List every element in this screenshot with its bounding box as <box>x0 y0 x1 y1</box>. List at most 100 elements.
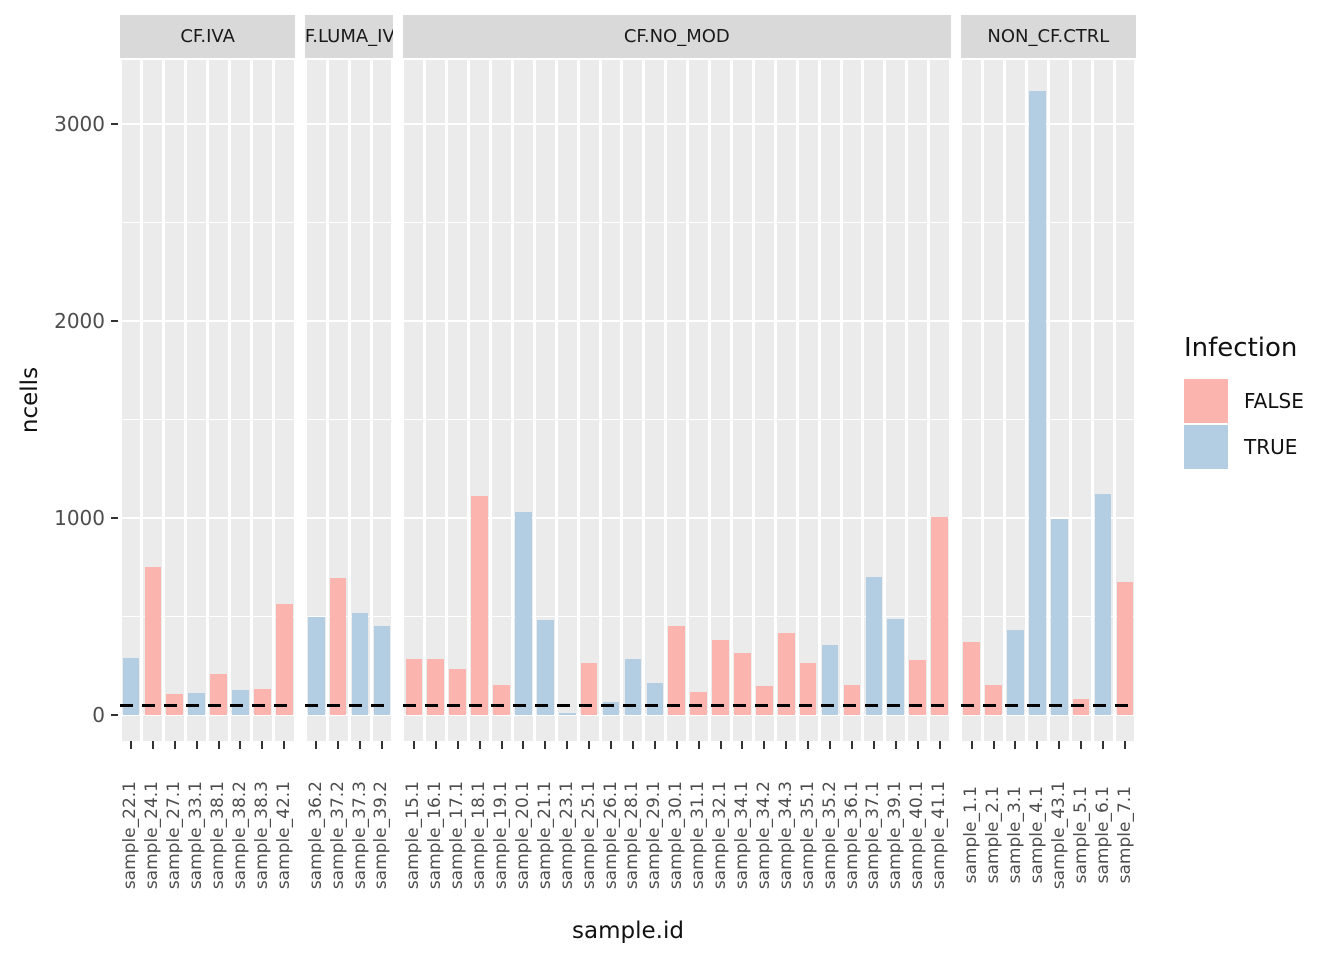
x-tick-mark <box>763 741 766 749</box>
major-gridline <box>960 714 1136 716</box>
major-gridline <box>305 517 393 519</box>
legend-key-false-swatch <box>1184 379 1228 423</box>
facet-panel <box>960 60 1136 741</box>
x-axis-slot: sample_19.1 <box>491 741 513 931</box>
x-axis-slot: sample_20.1 <box>512 741 534 931</box>
x-tick-mark <box>1058 741 1061 749</box>
facet-panels: CF.IVA sample_22.1 sample_24.1 sample_27.1 s… <box>120 15 1136 931</box>
x-tick-mark <box>315 741 318 749</box>
x-axis-slot: sample_26.1 <box>600 741 622 931</box>
major-gridline <box>305 714 393 716</box>
x-tick-mark <box>970 741 973 749</box>
x-tick-label: sample_21.1 <box>534 780 555 890</box>
bar-cell <box>777 60 796 741</box>
x-tick-label-wrap: sample_16.1 <box>425 749 447 921</box>
x-tick-label: sample_34.1 <box>731 780 752 890</box>
x-tick-label-wrap: sample_38.1 <box>208 749 230 921</box>
x-tick-label: sample_38.2 <box>229 780 250 890</box>
x-tick-label-wrap: sample_20.1 <box>512 749 534 921</box>
x-axis-slot: sample_27.1 <box>164 741 186 931</box>
bar-cell <box>843 60 862 741</box>
x-axis-slot: sample_34.1 <box>732 741 754 931</box>
x-tick-mark <box>829 741 832 749</box>
x-tick-mark <box>1036 741 1039 749</box>
bar-sample_36.2 <box>307 616 325 715</box>
bar-sample_24.1 <box>144 567 162 715</box>
x-tick-label-wrap: sample_34.1 <box>732 749 754 921</box>
bar-sample_34.1 <box>734 652 751 715</box>
x-tick-label-wrap: sample_34.2 <box>753 749 775 921</box>
x-axis-slot: sample_18.1 <box>469 741 491 931</box>
minor-gridline <box>120 222 296 223</box>
x-tick-label-wrap: sample_32.1 <box>710 749 732 921</box>
x-tick-label: sample_37.3 <box>349 780 370 890</box>
bar-cell <box>667 60 686 741</box>
bar-cell <box>1116 60 1135 741</box>
bar-layer <box>120 60 295 741</box>
facet-panel <box>402 60 951 741</box>
bar-cell <box>645 60 664 741</box>
bar-sample_37.2 <box>329 578 347 715</box>
legend-item-false: FALSE <box>1184 379 1340 423</box>
bar-cell <box>426 60 445 741</box>
bar-sample_25.1 <box>580 662 598 715</box>
x-tick-label: sample_24.1 <box>142 780 163 890</box>
x-axis: sample_15.1 sample_16.1 sample_17.1 sample_… <box>403 741 951 931</box>
bar-sample_22.1 <box>122 657 140 715</box>
x-axis-slot: sample_28.1 <box>622 741 644 931</box>
minor-gridline <box>305 616 393 617</box>
bar-cell <box>886 60 905 741</box>
bar-sample_4.1 <box>1029 90 1046 715</box>
bar-cell <box>984 60 1003 741</box>
x-tick-label: sample_33.1 <box>186 780 207 890</box>
x-tick-mark <box>359 741 362 749</box>
x-tick-label: sample_3.1 <box>1004 786 1025 884</box>
x-axis-slot: sample_24.1 <box>142 741 164 931</box>
bar-sample_41.1 <box>931 517 948 715</box>
bar-cell <box>329 60 348 741</box>
x-axis: sample_22.1 sample_24.1 sample_27.1 sample_… <box>120 741 295 931</box>
bar-cell <box>962 60 981 741</box>
facet-non-cf-ctrl: NON_CF.CTRL sample_1.1 sample_2.1 sample_3.… <box>960 15 1136 931</box>
bar-sample_6.1 <box>1094 494 1112 715</box>
bar-sample_34.2 <box>756 686 773 715</box>
bar-slot <box>187 60 207 741</box>
bar-sample_21.1 <box>536 620 554 715</box>
bar-slot <box>886 60 906 741</box>
x-tick-label: sample_19.1 <box>491 780 511 890</box>
x-tick-label: sample_6.1 <box>1092 786 1113 884</box>
x-tick-label-wrap: sample_37.3 <box>349 749 371 921</box>
bar-slot <box>557 60 577 741</box>
bar-slot <box>404 60 424 741</box>
bar-slot <box>426 60 446 741</box>
bar-sample_17.1 <box>449 668 466 715</box>
x-tick-label: sample_35.1 <box>797 780 818 890</box>
x-tick-label: sample_35.2 <box>819 780 840 890</box>
bar-sample_42.1 <box>275 603 293 715</box>
x-tick-mark <box>544 741 547 749</box>
x-tick-label-wrap: sample_18.1 <box>469 749 491 921</box>
x-tick-label: sample_36.2 <box>305 780 326 890</box>
bar-slot <box>754 60 774 741</box>
bar-sample_40.1 <box>909 659 927 715</box>
bar-cell <box>373 60 392 741</box>
major-gridline <box>120 320 296 322</box>
bar-slot <box>984 60 1004 741</box>
bar-slot <box>776 60 796 741</box>
bar-sample_34.3 <box>777 633 795 715</box>
bar-slot <box>864 60 884 741</box>
bar-slot <box>601 60 621 741</box>
x-axis-slot: sample_30.1 <box>666 741 688 931</box>
x-tick-label: sample_20.1 <box>512 780 533 890</box>
x-axis-slot: sample_38.2 <box>230 741 252 931</box>
facet-cf-iva: CF.IVA sample_22.1 sample_24.1 sample_27.1 s… <box>120 15 296 931</box>
x-tick-label-wrap: sample_2.1 <box>983 749 1005 921</box>
x-tick-label-wrap: sample_36.1 <box>841 749 863 921</box>
x-axis: sample_36.2 sample_37.2 sample_37.3 sample_… <box>305 741 393 931</box>
bar-sample_1.1 <box>963 642 980 715</box>
x-tick-mark <box>653 741 656 749</box>
x-axis-slot: sample_38.1 <box>208 741 230 931</box>
x-tick-mark <box>1124 741 1126 749</box>
x-tick-label-wrap: sample_23.1 <box>556 749 578 921</box>
x-tick-label-wrap: sample_21.1 <box>534 749 556 921</box>
